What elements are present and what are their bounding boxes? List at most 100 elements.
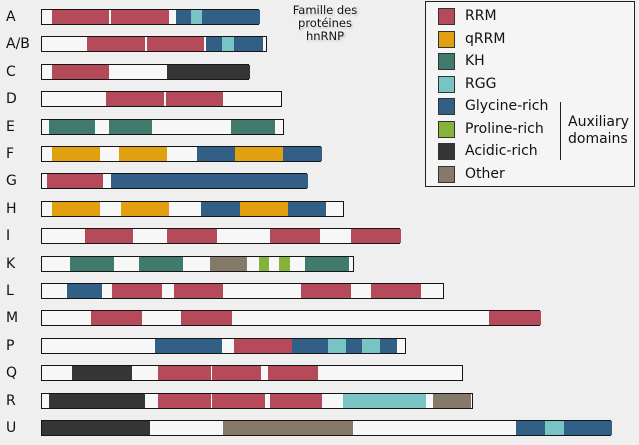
protein-bar xyxy=(41,118,284,135)
domain-other xyxy=(210,256,248,271)
domain-proline-rich xyxy=(279,256,290,271)
domain-rrm xyxy=(158,366,211,381)
domain-rrm xyxy=(146,37,205,52)
legend-label: Other xyxy=(465,165,505,182)
legend-label: Proline-rich xyxy=(465,120,544,137)
auxiliary-domains-label: Auxiliary domains xyxy=(568,114,629,148)
legend-label: Acidic-rich xyxy=(465,143,538,159)
domain-rrm xyxy=(181,311,233,326)
protein-bar xyxy=(41,173,308,190)
legend-swatch xyxy=(438,53,455,70)
domain-rrm xyxy=(267,366,319,381)
domain-qrrm xyxy=(239,201,288,216)
domain-glycine-rich xyxy=(287,201,327,216)
domain-rgg xyxy=(190,10,203,24)
protein-bar xyxy=(41,255,354,272)
domain-acidic-rich xyxy=(71,366,133,381)
protein-label: U xyxy=(6,420,17,436)
domain-rrm xyxy=(351,229,402,244)
domain-glycine-rich xyxy=(206,37,222,52)
legend-label: RRM xyxy=(465,8,497,24)
domain-rrm xyxy=(46,174,104,189)
protein-label: G xyxy=(6,173,17,190)
domain-glycine-rich xyxy=(66,284,102,298)
domain-glycine-rich xyxy=(202,10,260,24)
protein-bar xyxy=(41,200,345,217)
legend: RRM qRRM KH RGG Glycine-rich Proline-rich Acid… xyxy=(425,1,635,187)
domain-qrrm xyxy=(234,147,283,161)
legend-swatch xyxy=(438,8,455,25)
domain-glycine-rich xyxy=(176,10,191,24)
domain-glycine-rich xyxy=(155,338,222,353)
protein-label: I xyxy=(6,228,11,245)
domain-rgg xyxy=(545,421,565,435)
domain-rrm xyxy=(112,284,162,298)
domain-other xyxy=(432,393,472,408)
legend-label: KH xyxy=(465,53,485,69)
domain-rrm xyxy=(173,284,224,298)
legend-swatch xyxy=(438,98,455,115)
domain-rrm xyxy=(85,229,134,244)
domain-acidic-rich xyxy=(166,64,251,79)
protein-label: Q xyxy=(6,365,18,382)
domain-kh xyxy=(69,256,114,271)
domain-kh xyxy=(231,119,276,134)
protein-bar xyxy=(41,365,464,382)
domain-acidic-rich xyxy=(48,393,145,408)
domain-proline-rich xyxy=(258,256,269,271)
domain-kh xyxy=(138,256,184,271)
legend-label: RGG xyxy=(465,75,497,92)
protein-bar xyxy=(41,392,473,409)
auxiliary-label-line-2: domains xyxy=(568,131,628,147)
domain-rgg xyxy=(221,37,234,52)
domain-rrm xyxy=(90,311,142,326)
domain-rrm xyxy=(111,10,169,24)
legend-swatch xyxy=(438,143,455,160)
domain-kh xyxy=(305,256,350,271)
domain-rrm xyxy=(166,229,217,244)
domain-glycine-rich xyxy=(516,421,546,435)
protein-bar xyxy=(41,337,406,354)
domain-rrm xyxy=(489,311,542,326)
domain-qrrm xyxy=(118,147,167,161)
auxiliary-label-line-1: Auxiliary xyxy=(568,114,630,130)
protein-bar xyxy=(41,420,613,436)
domain-rrm xyxy=(51,10,110,24)
domain-rrm xyxy=(51,64,110,79)
domain-rrm xyxy=(270,229,321,244)
domain-rrm xyxy=(106,92,164,107)
auxiliary-bracket xyxy=(560,102,561,160)
protein-label: H xyxy=(6,200,17,217)
domain-rgg xyxy=(361,338,380,353)
domain-rrm xyxy=(210,366,261,381)
domain-glycine-rich xyxy=(379,338,398,353)
legend-label: qRRM xyxy=(465,30,506,47)
diagram-title: Famille des protéines hnRNP xyxy=(266,4,384,43)
domain-glycine-rich xyxy=(291,338,329,353)
domain-kh xyxy=(48,119,95,134)
protein-label: A xyxy=(6,9,16,25)
protein-label: D xyxy=(6,91,17,108)
protein-label: L xyxy=(6,283,14,299)
protein-label: K xyxy=(6,255,16,272)
protein-bar xyxy=(41,36,267,53)
domain-other xyxy=(223,421,354,435)
domain-glycine-rich xyxy=(234,37,263,52)
legend-label: Glycine-rich xyxy=(465,98,549,114)
title-line-2: hnRNP xyxy=(305,29,345,43)
protein-bar xyxy=(41,9,260,25)
domain-acidic-rich xyxy=(42,421,151,435)
domain-qrrm xyxy=(120,201,169,216)
domain-rgg xyxy=(343,393,426,408)
protein-label: C xyxy=(6,63,16,80)
protein-bar xyxy=(41,146,323,162)
domain-kh xyxy=(109,119,153,134)
domain-rrm xyxy=(371,284,422,298)
domain-glycine-rich xyxy=(201,201,240,216)
protein-label: F xyxy=(6,146,15,162)
domain-glycine-rich xyxy=(564,421,613,435)
protein-bar xyxy=(41,228,402,245)
protein-label: R xyxy=(6,392,16,409)
domain-glycine-rich xyxy=(111,174,308,189)
